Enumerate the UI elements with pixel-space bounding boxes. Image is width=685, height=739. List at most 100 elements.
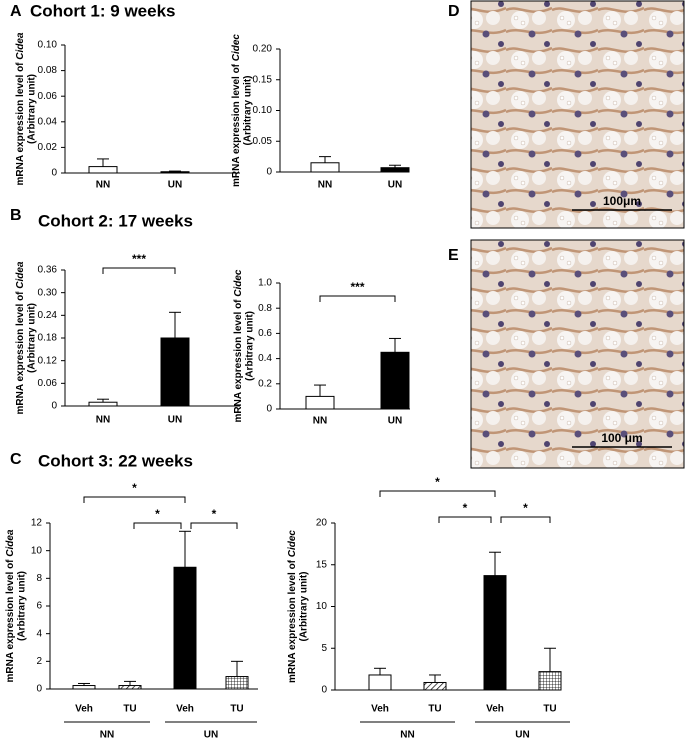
bar <box>368 674 392 691</box>
bar <box>305 395 335 410</box>
bar <box>380 351 410 410</box>
significance-label: * <box>463 501 468 515</box>
y-tick-label: 0.4 <box>258 353 272 364</box>
y-label-gene: Cidea <box>15 32 26 60</box>
section-title: Cohort 1: 9 weeks <box>30 1 176 20</box>
significance-label: *** <box>132 252 146 266</box>
panel-letter: B <box>10 207 22 224</box>
y-tick-label: 10 <box>316 601 328 612</box>
scale-label: 100 μm <box>601 431 642 445</box>
group-label: NN <box>400 730 414 739</box>
micrograph-d <box>470 0 685 229</box>
section-title: Cohort 3: 22 weeks <box>38 451 193 470</box>
x-tick-label: Veh <box>371 704 389 715</box>
scale-label: 100μm <box>603 194 641 208</box>
micrograph-e <box>470 239 685 469</box>
significance-label: * <box>435 475 440 489</box>
bar <box>423 681 447 691</box>
y-tick-label: 0.10 <box>38 40 58 51</box>
x-tick-label: NN <box>96 415 110 426</box>
panel-letter: C <box>10 451 22 468</box>
y-tick-label: 4 <box>36 628 42 639</box>
x-tick-label: UN <box>388 180 402 191</box>
y-tick-label: 0.10 <box>253 105 273 116</box>
bar <box>88 166 118 174</box>
y-axis-label: mRNA expression level of Cidea <box>5 529 16 682</box>
significance-bracket <box>190 522 238 529</box>
bar <box>310 162 340 173</box>
y-tick-label: 12 <box>31 518 43 529</box>
panel-letter: D <box>448 3 460 20</box>
y-axis-unit: (Arbitrary unit) <box>299 572 310 642</box>
y-tick-label: 0 <box>36 684 42 695</box>
y-tick-label: 0.06 <box>38 91 58 102</box>
y-tick-label: 0 <box>266 167 272 178</box>
significance-bracket <box>102 267 176 274</box>
panel-letter: A <box>10 3 22 20</box>
bar <box>118 685 142 690</box>
significance-bracket <box>500 516 551 523</box>
y-tick-label: 0.2 <box>258 378 272 389</box>
y-tick-label: 6 <box>36 601 42 612</box>
significance-bracket <box>379 490 496 497</box>
significance-label: * <box>212 507 217 521</box>
bar <box>173 566 197 690</box>
y-label-text: mRNA expression level of <box>15 60 26 186</box>
y-axis-label: mRNA expression level of Cidea <box>15 32 26 185</box>
y-tick-label: 0.30 <box>38 287 58 298</box>
panel-letter: E <box>448 247 459 264</box>
x-tick-label: TU <box>543 704 556 715</box>
y-label-text: mRNA expression level of <box>231 61 242 187</box>
significance-label: * <box>132 481 137 495</box>
x-tick-label: NN <box>313 416 327 427</box>
y-label-text: mRNA expression level of <box>233 297 244 423</box>
y-tick-label: 0.24 <box>38 310 58 321</box>
y-tick-label: 0.6 <box>258 328 272 339</box>
y-tick-label: 0.15 <box>253 74 273 85</box>
bar <box>225 676 249 690</box>
y-tick-label: 0.18 <box>38 333 58 344</box>
y-axis-unit: (Arbitrary unit) <box>17 571 28 641</box>
x-tick-label: NN <box>96 180 110 191</box>
y-tick-label: 0 <box>321 685 327 696</box>
x-tick-label: TU <box>123 704 136 715</box>
x-tick-label: UN <box>388 416 402 427</box>
significance-bracket <box>319 295 396 302</box>
y-tick-label: 0.04 <box>38 116 58 127</box>
y-tick-label: 0.36 <box>38 265 58 276</box>
y-axis-unit: (Arbitrary unit) <box>243 76 254 146</box>
y-label-gene: Cidea <box>15 261 26 289</box>
x-tick-label: TU <box>230 704 243 715</box>
y-tick-label: 1.0 <box>258 278 272 289</box>
y-axis-label: mRNA expression level of Cidec <box>231 34 242 187</box>
y-axis-unit: (Arbitrary unit) <box>27 303 38 373</box>
y-axis-label: mRNA expression level of Cidec <box>287 530 298 683</box>
significance-bracket <box>83 496 186 503</box>
significance-label: * <box>155 507 160 521</box>
y-tick-label: 0.02 <box>38 142 58 153</box>
x-tick-label: Veh <box>486 704 504 715</box>
bar <box>380 167 410 173</box>
y-tick-label: 0.06 <box>38 378 58 389</box>
bar <box>483 575 507 691</box>
x-tick-label: Veh <box>176 704 194 715</box>
x-tick-label: UN <box>168 415 182 426</box>
bar <box>72 685 96 690</box>
y-tick-label: 0.8 <box>258 303 272 314</box>
group-label: NN <box>100 730 114 739</box>
y-tick-label: 5 <box>321 643 327 654</box>
bar <box>160 337 190 407</box>
y-tick-label: 20 <box>316 518 328 529</box>
section-title: Cohort 2: 17 weeks <box>38 211 193 230</box>
significance-bracket <box>133 522 182 529</box>
y-tick-label: 0.08 <box>38 65 58 76</box>
y-label-gene: Cidea <box>5 529 16 557</box>
y-axis-label: mRNA expression level of Cidec <box>233 269 244 422</box>
y-label-gene: Cidec <box>233 269 244 297</box>
y-tick-label: 0.05 <box>253 136 273 147</box>
bar <box>160 171 190 174</box>
y-tick-label: 15 <box>316 559 328 570</box>
y-tick-label: 0.12 <box>38 355 58 366</box>
y-tick-label: 0.20 <box>253 44 273 55</box>
